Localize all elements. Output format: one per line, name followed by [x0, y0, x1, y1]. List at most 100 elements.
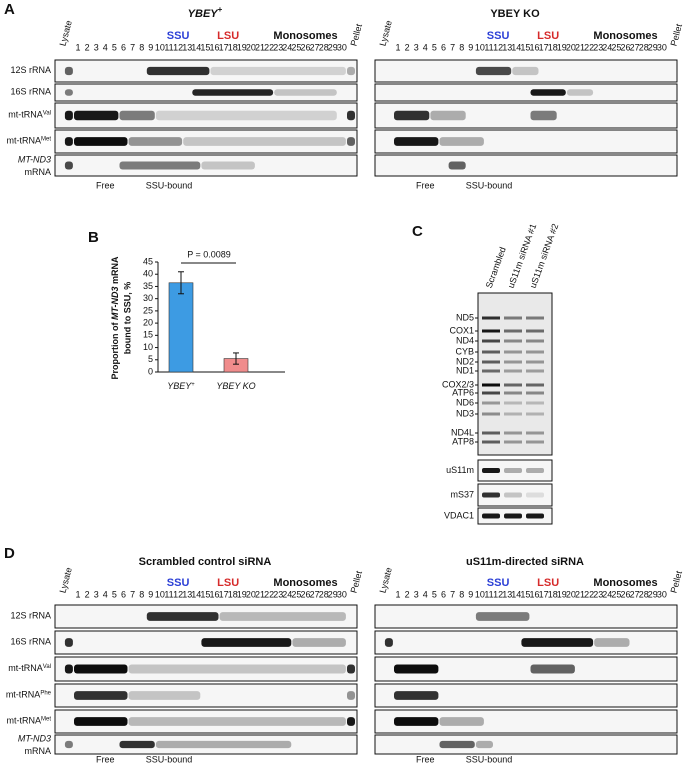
- band: [439, 137, 484, 146]
- row-label-text: mt-tRNA: [8, 110, 43, 120]
- fraction-number: 8: [139, 589, 144, 599]
- ssu-label: SSU: [167, 577, 190, 589]
- fraction-number: 4: [103, 42, 108, 52]
- x-tick-label: YBEY+: [167, 381, 195, 391]
- gel-band: [482, 316, 500, 320]
- panel-title-text: YBEY: [188, 8, 220, 20]
- panel-label: A: [4, 1, 15, 18]
- panel-title: YBEY+: [188, 5, 223, 20]
- gel-band: [482, 383, 500, 387]
- fraction-number: 7: [450, 42, 455, 52]
- fraction-number: 8: [459, 42, 464, 52]
- gel-band: [482, 350, 500, 354]
- fraction-number: 5: [432, 42, 437, 52]
- bar: [168, 282, 194, 373]
- fraction-number: 30: [657, 42, 667, 52]
- fraction-number: 13: [502, 42, 512, 52]
- fraction-number: 2: [85, 42, 90, 52]
- panel-title: YBEY KO: [490, 8, 540, 20]
- x-tick-label: YBEY KO: [216, 381, 255, 391]
- gel-band: [526, 316, 544, 320]
- band: [347, 137, 355, 146]
- fraction-number: 16: [529, 42, 539, 52]
- fraction-number: 17: [219, 42, 229, 52]
- band: [128, 137, 183, 146]
- band: [347, 664, 355, 674]
- band: [64, 110, 73, 121]
- row-label-text: 16S rRNA: [10, 87, 51, 97]
- band-label: ND4L: [451, 427, 474, 437]
- band-label: ND2: [456, 356, 474, 366]
- row-label-text: 12S rRNA: [10, 65, 51, 75]
- panel-label: B: [88, 229, 99, 246]
- gel-band: [482, 431, 500, 435]
- y-tick-label: 5: [148, 354, 153, 364]
- fraction-number: 2: [405, 42, 410, 52]
- ssu-bound-label: SSU-bound: [146, 754, 193, 764]
- fraction-number: 24: [282, 589, 292, 599]
- row-label-text: MT-ND3: [18, 734, 51, 744]
- fraction-number: 29: [648, 589, 658, 599]
- band: [430, 110, 466, 121]
- band: [530, 110, 557, 121]
- free-label: Free: [96, 180, 115, 190]
- lsu-label: LSU: [217, 30, 239, 42]
- western-band: [526, 468, 544, 473]
- fraction-number: 27: [630, 589, 640, 599]
- band-label: COX1: [449, 325, 474, 335]
- band-label: COX2/3: [442, 379, 474, 389]
- fraction-number: 24: [282, 42, 292, 52]
- lsu-label: LSU: [537, 577, 559, 589]
- row-label-line2: mRNA: [25, 746, 52, 756]
- panel-title: Scrambled control siRNA: [139, 556, 272, 568]
- lane-label: Scrambled: [484, 246, 508, 290]
- panel-label: D: [4, 545, 15, 562]
- band: [155, 740, 292, 749]
- fraction-number: 2: [405, 589, 410, 599]
- gel-band: [504, 383, 522, 387]
- western-band: [504, 468, 522, 473]
- row-label-text: mt-tRNA: [6, 716, 41, 726]
- band: [475, 740, 493, 749]
- row-label-text: mt-tRNA: [6, 136, 41, 146]
- fraction-number: 1: [75, 589, 80, 599]
- band: [74, 717, 128, 726]
- band-label: ND6: [456, 397, 474, 407]
- western-band: [482, 468, 500, 473]
- band-label: ND1: [456, 365, 474, 375]
- western-band: [526, 513, 544, 519]
- y-axis-label-part: mRNA: [110, 256, 120, 287]
- band: [439, 740, 475, 749]
- band: [119, 161, 201, 170]
- band: [475, 612, 530, 621]
- row-label: mt-tRNAVal: [8, 663, 51, 673]
- fraction-number: 3: [414, 589, 419, 599]
- gel-band: [482, 440, 500, 444]
- pellet-label: Pellet: [669, 569, 685, 594]
- band: [128, 717, 346, 726]
- fraction-number: 18: [548, 589, 558, 599]
- monosomes-label: Monosomes: [273, 30, 337, 42]
- fraction-number: 11: [164, 42, 173, 52]
- row-label: 12S rRNA: [10, 65, 51, 75]
- fraction-number: 30: [337, 589, 347, 599]
- row-label-text: 16S rRNA: [10, 637, 51, 647]
- y-tick-label: 35: [143, 281, 153, 291]
- gel-band: [482, 339, 500, 343]
- band: [201, 161, 255, 170]
- fraction-number: 9: [468, 42, 473, 52]
- gel-band: [504, 339, 522, 343]
- fraction-number: 6: [441, 42, 446, 52]
- row-label: mt-tRNAVal: [8, 110, 51, 120]
- fraction-number: 6: [121, 42, 126, 52]
- band: [192, 89, 274, 96]
- fraction-number: 21: [575, 42, 585, 52]
- fraction-number: 26: [300, 589, 310, 599]
- fraction-number: 8: [139, 42, 144, 52]
- fraction-number: 4: [423, 589, 428, 599]
- band: [64, 638, 73, 647]
- gel-band: [482, 412, 500, 416]
- western-band: [526, 492, 544, 498]
- x-tick-label-sup: +: [191, 382, 195, 388]
